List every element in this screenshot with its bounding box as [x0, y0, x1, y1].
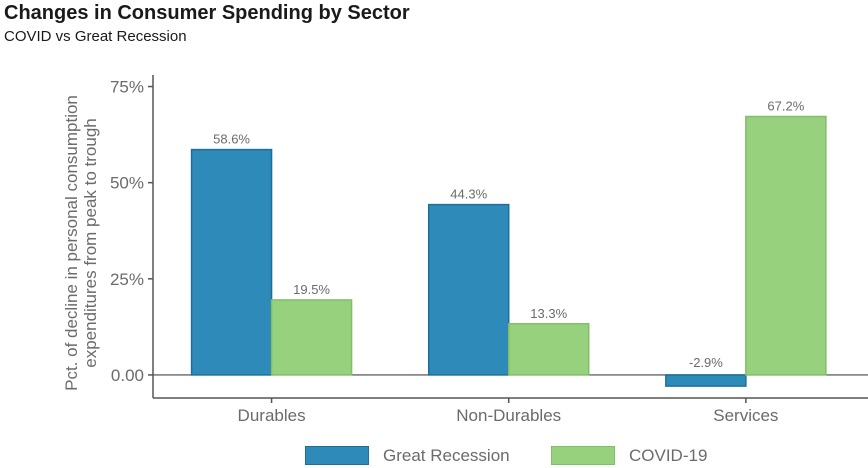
data-label-great-recession-services: -2.9% — [689, 355, 723, 370]
y-tick-label: 25% — [110, 270, 144, 289]
bar-covid-19-services — [745, 115, 827, 376]
data-label-covid-19-durables: 19.5% — [293, 282, 330, 297]
y-tick-label: 0.00 — [111, 366, 144, 385]
bar-chart: 58.6% 44.3% -2.9% 19.5% 13.3% 67.2% 0.00 25% 50%… — [110, 75, 868, 425]
x-tick-label-services: Services — [713, 406, 778, 425]
legend-swatch-great-recession — [305, 446, 369, 465]
data-label-covid-19-non-durables: 13.3% — [530, 306, 567, 321]
data-label-great-recession-non-durables: 44.3% — [450, 187, 487, 202]
legend-swatch-covid-19 — [551, 446, 615, 465]
legend-label-great-recession: Great Recession — [383, 446, 510, 465]
y-tick-label: 75% — [110, 78, 144, 97]
data-label-great-recession-durables: 58.6% — [213, 132, 250, 147]
bar-covid-19-durables — [270, 299, 353, 376]
legend: Great Recession COVID-19 — [0, 444, 868, 468]
x-tick-label-non-durables: Non-Durables — [456, 406, 561, 425]
legend-label-covid-19: COVID-19 — [629, 446, 708, 465]
bar-great-recession-durables — [190, 148, 273, 376]
chart-title: Changes in Consumer Spending by Sector — [4, 2, 410, 24]
data-label-covid-19-services: 67.2% — [767, 99, 804, 114]
bar-great-recession-services — [665, 374, 747, 387]
bar-great-recession-non-durables — [427, 203, 510, 376]
x-tick-label-durables: Durables — [238, 406, 306, 425]
chart-subtitle: COVID vs Great Recession — [4, 28, 187, 45]
bar-covid-19-non-durables — [507, 323, 590, 376]
y-tick-label: 50% — [110, 174, 144, 193]
